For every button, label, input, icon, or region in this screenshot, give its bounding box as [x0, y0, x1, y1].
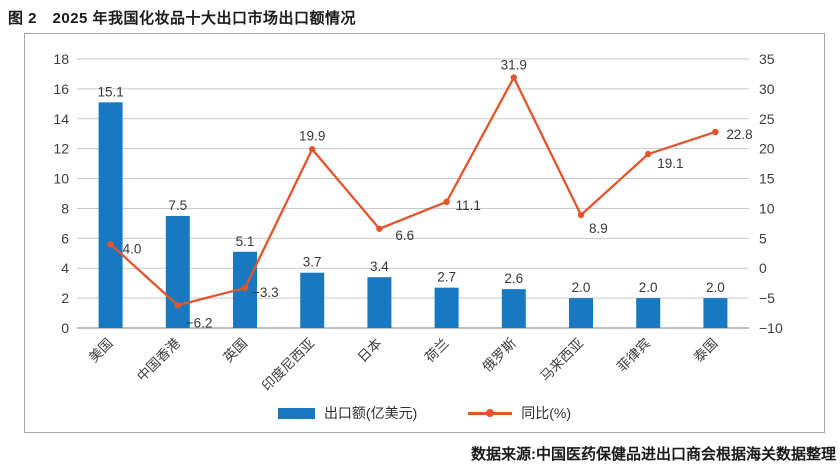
chart-legend: 出口额(亿美元) 同比(%)	[25, 403, 824, 423]
left-tick-label: 14	[53, 111, 69, 127]
x-label-8: 菲律宾	[614, 336, 653, 375]
combo-chart: 0 2 4 6 8 10 12 14 16 18 −10 −5 0 5 10 15 20 25 30 35 15.1 7.…	[53, 51, 783, 394]
bar-0	[98, 102, 123, 328]
right-tick-label: 25	[759, 111, 775, 127]
line-marker-7	[577, 211, 585, 219]
bar-6	[501, 289, 526, 328]
bar-label-0: 15.1	[97, 84, 123, 99]
right-tick-label: −5	[759, 290, 775, 306]
bar-label-9: 2.0	[706, 280, 725, 295]
x-label-5: 荷兰	[422, 336, 452, 366]
bar-label-5: 2.7	[437, 270, 456, 285]
legend-line-label: 同比(%)	[521, 405, 572, 421]
line-value-labels: 4.0 −6.2 −3.3 19.9 6.6 11.1 31.9 8.9 19.1 22.8	[123, 58, 753, 331]
x-label-4: 日本	[355, 335, 385, 365]
data-source-note: 数据来源:中国医药保健品进出口商会根据海关数据整理	[471, 446, 836, 463]
left-tick-label: 8	[61, 200, 69, 216]
line-label-9: 22.8	[726, 127, 752, 142]
left-tick-label: 10	[53, 171, 69, 187]
line-label-5: 11.1	[456, 198, 481, 213]
bar-1	[165, 215, 190, 328]
left-tick-label: 6	[61, 230, 69, 246]
x-label-9: 泰国	[691, 336, 721, 366]
bar-9	[703, 298, 728, 328]
line-series	[107, 74, 719, 309]
bar-label-8: 2.0	[639, 280, 658, 295]
bar-3	[300, 272, 325, 328]
right-tick-label: 35	[759, 51, 775, 67]
x-label-3: 印度尼西亚	[259, 336, 317, 394]
line-label-3: 19.9	[299, 128, 325, 143]
trend-line	[109, 76, 716, 307]
line-marker-6	[510, 74, 517, 81]
bar-value-labels: 15.1 7.5 5.1 3.7 3.4 2.7 2.6 2.0 2.0 2.0	[97, 84, 724, 295]
bar-label-3: 3.7	[303, 255, 322, 270]
right-tick-label: −10	[759, 320, 783, 336]
left-tick-label: 2	[61, 290, 69, 306]
figure-title: 图 2 2025 年我国化妆品十大出口市场出口额情况	[8, 10, 357, 27]
left-tick-label: 12	[53, 141, 69, 157]
line-marker-5	[443, 198, 450, 206]
line-label-1: −6.2	[186, 315, 213, 330]
line-label-0: 4.0	[123, 241, 142, 256]
x-label-2: 英国	[220, 335, 250, 365]
bar-label-1: 7.5	[168, 198, 187, 213]
x-label-0: 美国	[86, 336, 116, 366]
line-label-7: 8.9	[589, 221, 608, 236]
line-marker-3	[309, 146, 316, 153]
right-tick-label: 30	[759, 81, 775, 97]
left-tick-label: 0	[61, 320, 69, 336]
x-axis-labels: 美国 中国香港 英国 印度尼西亚 日本 荷兰 俄罗斯 马来西亚 菲律宾 泰国	[86, 335, 720, 394]
legend-bar-swatch	[277, 407, 315, 419]
line-marker-9	[712, 128, 719, 136]
left-axis-ticks: 0 2 4 6 8 10 12 14 16 18	[53, 51, 69, 336]
bar-7	[569, 298, 593, 328]
line-marker-2	[241, 284, 249, 292]
left-tick-label: 18	[53, 51, 69, 67]
line-label-6: 31.9	[501, 58, 527, 73]
bar-label-2: 5.1	[236, 234, 255, 249]
legend-line-marker-dot	[486, 409, 495, 417]
line-marker-0	[107, 241, 114, 248]
bar-series	[98, 102, 728, 328]
x-label-7: 马来西亚	[537, 336, 586, 385]
line-label-2: −3.3	[252, 285, 279, 300]
right-axis-ticks: −10 −5 0 5 10 15 20 25 30 35	[759, 51, 783, 336]
bar-label-4: 3.4	[370, 259, 389, 274]
right-tick-label: 20	[759, 141, 775, 157]
left-tick-label: 4	[61, 260, 69, 276]
bar-label-6: 2.6	[504, 271, 523, 286]
bar-8	[636, 298, 661, 328]
right-tick-label: 0	[759, 260, 767, 276]
line-marker-1	[174, 302, 181, 309]
x-label-1: 中国香港	[134, 335, 183, 384]
right-tick-label: 10	[759, 200, 775, 216]
chart-frame: 0 2 4 6 8 10 12 14 16 18 −10 −5 0 5 10 15 20 25 30 35 15.1 7.…	[24, 33, 825, 433]
line-marker-4	[376, 225, 383, 232]
line-label-4: 6.6	[395, 228, 414, 243]
bar-5	[434, 287, 459, 328]
bar-label-7: 2.0	[572, 280, 591, 295]
right-tick-label: 5	[759, 230, 767, 246]
line-marker-8	[645, 150, 652, 158]
line-label-8: 19.1	[657, 156, 683, 171]
right-tick-label: 15	[759, 171, 775, 187]
x-label-6: 俄罗斯	[480, 336, 519, 375]
bar-4	[367, 277, 392, 328]
legend-bar-label: 出口额(亿美元)	[323, 405, 418, 421]
left-tick-label: 16	[53, 81, 69, 97]
legend-line-swatch	[468, 408, 513, 418]
